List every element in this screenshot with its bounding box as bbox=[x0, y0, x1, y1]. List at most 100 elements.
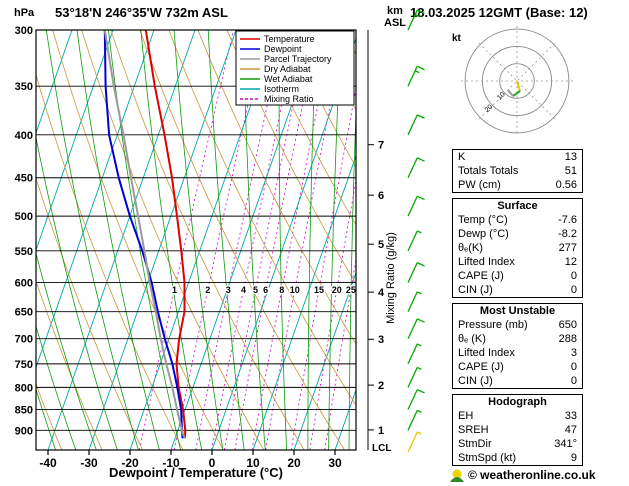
x-tick-label: 30 bbox=[328, 456, 342, 470]
wet-adiabat-line bbox=[173, 30, 224, 450]
stat-value: 33 bbox=[564, 410, 577, 422]
wind-barb-shaft bbox=[407, 9, 418, 31]
stat-value: 288 bbox=[558, 333, 577, 345]
stat-label: CAPE (J) bbox=[458, 270, 504, 282]
stat-label: Dewp (°C) bbox=[458, 228, 509, 240]
mixing-ratio-line bbox=[265, 30, 346, 450]
mixing-ratio-value: 6 bbox=[263, 285, 268, 295]
stat-value: 277 bbox=[558, 242, 577, 254]
pressure-tick-label: 300 bbox=[15, 25, 33, 37]
pressure-tick-label: 350 bbox=[15, 81, 33, 93]
stat-row: CAPE (J) 0 bbox=[453, 269, 582, 283]
pressure-tick-label: 850 bbox=[15, 404, 33, 416]
stat-row: StmDir 341° bbox=[453, 437, 582, 451]
wet-adiabat-line bbox=[0, 30, 15, 450]
stat-row: Pressure (mb) 650 bbox=[453, 318, 582, 332]
wind-barb-tick bbox=[417, 195, 425, 201]
km-axis-label: km bbox=[387, 5, 403, 17]
stat-label: EH bbox=[458, 410, 474, 422]
legend-label: Dry Adiabat bbox=[264, 64, 311, 74]
wind-barb-shaft bbox=[407, 291, 418, 313]
x-tick-label: -20 bbox=[121, 456, 139, 470]
dewpoint-curve bbox=[103, 30, 184, 439]
legend-label: Parcel Trajectory bbox=[264, 54, 332, 64]
wind-barb-half-tick bbox=[414, 14, 420, 18]
stat-label: θₑ (K) bbox=[458, 333, 486, 345]
stats-table-header: Most Unstable bbox=[479, 305, 556, 317]
wind-barb bbox=[407, 318, 425, 340]
weatheronline-logo bbox=[450, 469, 464, 482]
dry-adiabat-line bbox=[284, 30, 356, 168]
wind-barb bbox=[407, 157, 425, 179]
stat-value: 12 bbox=[564, 256, 577, 268]
isotherm-line bbox=[36, 30, 114, 252]
stats-panel: K 13 Totals Totals 51 PW (cm) 0.56 Surface Temp… bbox=[452, 149, 583, 471]
stat-label: θₑ(K) bbox=[458, 242, 483, 254]
pressure-tick-label: 550 bbox=[15, 246, 33, 258]
km-tick-label: 7 bbox=[378, 140, 384, 152]
pressure-tick-label: 700 bbox=[15, 334, 33, 346]
stat-value: 0 bbox=[570, 375, 577, 387]
pressure-tick-label: 500 bbox=[15, 211, 33, 223]
km-tick-label: 5 bbox=[378, 239, 384, 251]
stat-row: EH 33 bbox=[453, 409, 582, 423]
pressure-tick-label: 450 bbox=[15, 173, 33, 185]
mixing-ratio-value: 20 bbox=[332, 285, 342, 295]
wet-adiabat-line bbox=[242, 30, 266, 450]
stat-row: θₑ(K) 277 bbox=[453, 241, 582, 255]
stat-label: StmSpd (kt) bbox=[458, 452, 517, 464]
wet-adiabat-line bbox=[369, 30, 377, 450]
pressure-tick-label: 600 bbox=[15, 278, 33, 290]
wet-adiabat-line bbox=[36, 251, 97, 450]
wet-adiabat-line bbox=[76, 30, 160, 450]
pressure-tick-label: 750 bbox=[15, 359, 33, 371]
wind-barb-tick bbox=[417, 65, 425, 71]
legend-label: Wet Adiabat bbox=[264, 74, 313, 84]
mixing-ratio-line bbox=[195, 30, 284, 450]
wind-barb-half-tick bbox=[417, 409, 422, 413]
wet-adiabat-line bbox=[36, 135, 118, 450]
stat-value: 13 bbox=[564, 151, 577, 163]
stat-value: 3 bbox=[570, 347, 577, 359]
mixing-ratio-value: 25 bbox=[346, 285, 356, 295]
stat-label: K bbox=[458, 151, 466, 163]
x-tick-label: -40 bbox=[39, 456, 57, 470]
wind-barb bbox=[407, 343, 422, 365]
pressure-tick-label: 400 bbox=[15, 130, 33, 142]
lcl-label: LCL bbox=[372, 443, 391, 454]
wind-barb bbox=[407, 366, 422, 388]
wind-barb bbox=[407, 114, 425, 136]
stat-row: PW (cm) 0.56 bbox=[453, 178, 582, 192]
wind-barb-tick bbox=[417, 388, 425, 394]
wind-barb-half-tick bbox=[417, 230, 422, 234]
mixing-ratio-value: 15 bbox=[314, 285, 324, 295]
mixing-ratio-value: 3 bbox=[226, 285, 231, 295]
wind-barb-shaft bbox=[407, 262, 418, 283]
pressure-tick-label: 800 bbox=[15, 382, 33, 394]
dry-adiabat-line bbox=[52, 30, 224, 450]
stats-table: Surface Temp (°C) -7.6 Dewp (°C) -8.2 θₑ(K) 27… bbox=[452, 198, 583, 298]
wind-barb-half-tick bbox=[417, 343, 422, 347]
stat-row: θₑ (K) 288 bbox=[453, 332, 582, 346]
km-tick-label: 3 bbox=[378, 334, 384, 346]
station-title: 53°18'N 246°35'W 732m ASL bbox=[55, 5, 228, 20]
dry-adiabat-line bbox=[36, 383, 63, 450]
stat-value: -8.2 bbox=[558, 228, 577, 240]
wet-adiabat-line bbox=[307, 30, 317, 450]
wind-barb-shaft bbox=[407, 431, 418, 453]
plot-frame bbox=[35, 29, 357, 451]
wind-barb bbox=[407, 431, 422, 453]
hodograph-ring bbox=[464, 28, 570, 134]
wind-barb-tick bbox=[417, 318, 425, 323]
wind-barb-shaft bbox=[407, 343, 418, 365]
stat-label: CAPE (J) bbox=[458, 361, 504, 373]
mixing-ratio-line bbox=[211, 30, 298, 450]
stats-table-header: Hodograph bbox=[488, 396, 547, 408]
stat-label: SREH bbox=[458, 424, 489, 436]
dry-adiabat-line bbox=[36, 73, 184, 450]
parcel-trajectory-curve bbox=[103, 30, 186, 439]
isotherm-line bbox=[36, 30, 155, 369]
wind-barb-half-tick bbox=[417, 366, 422, 370]
